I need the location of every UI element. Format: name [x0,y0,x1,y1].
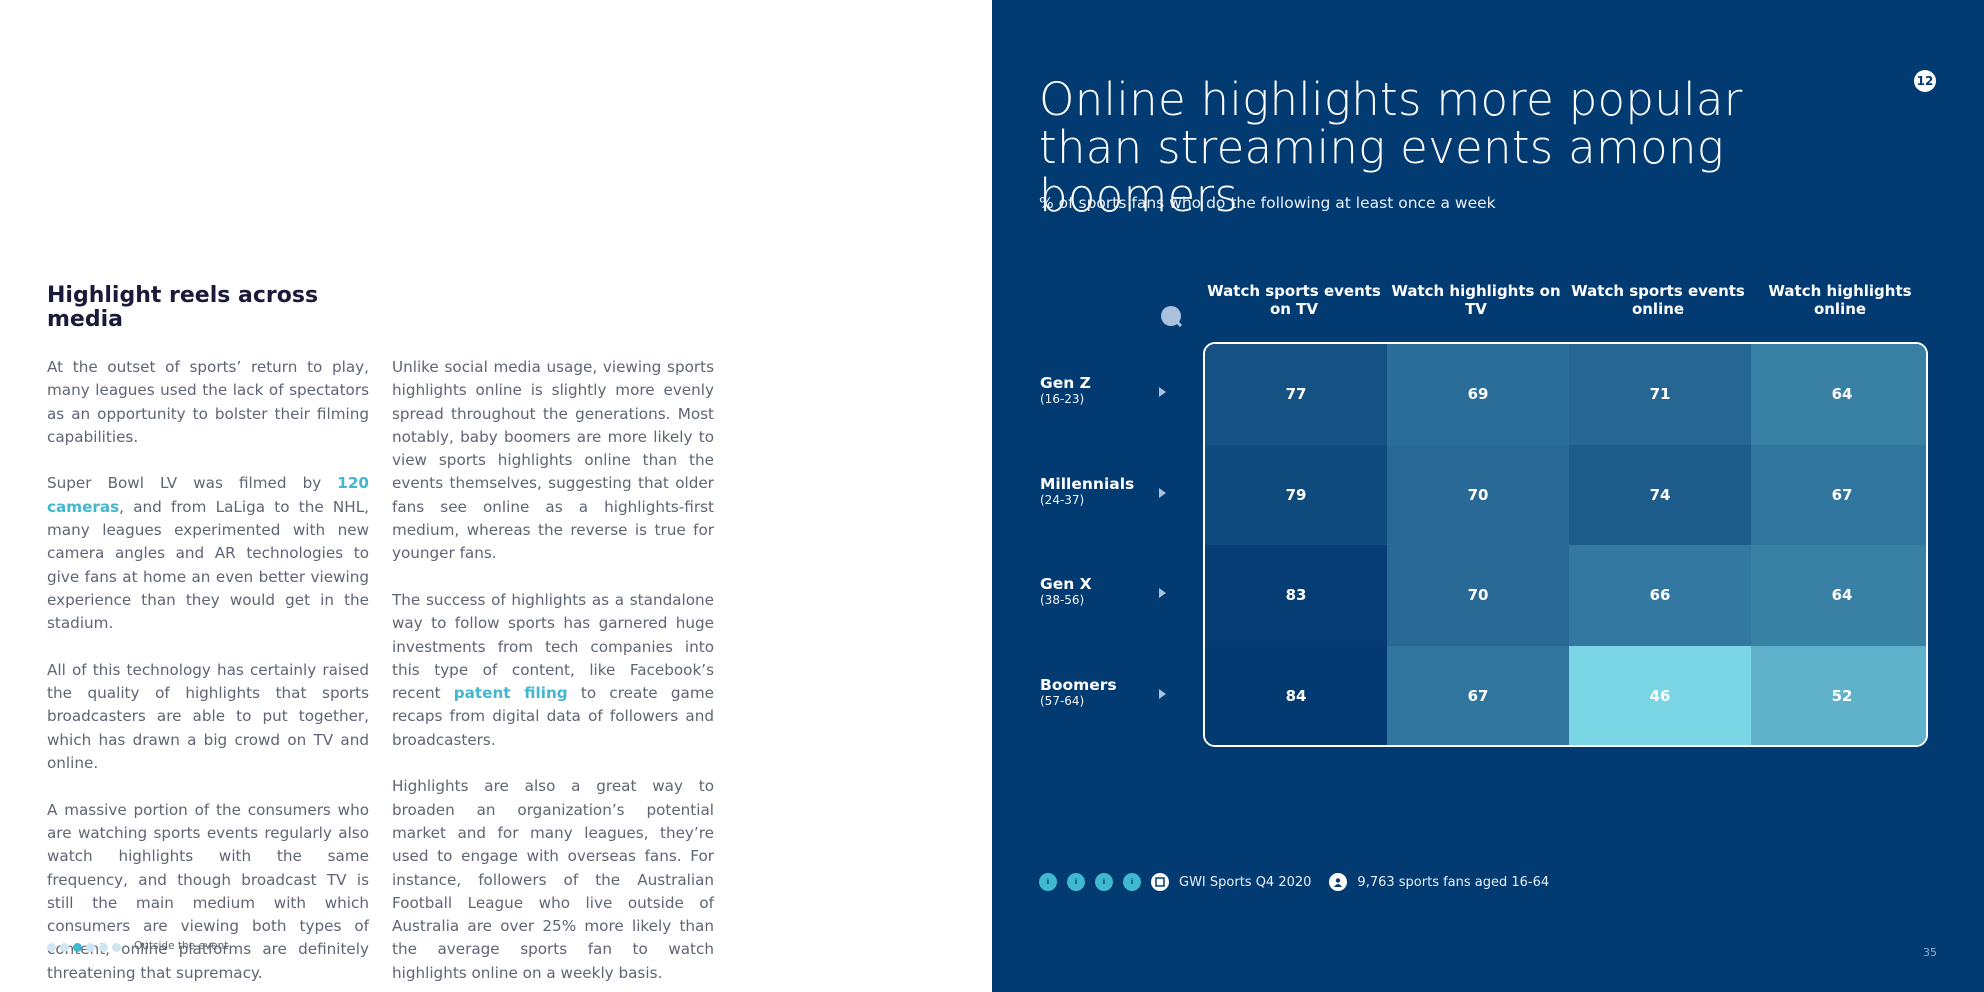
paragraph: At the outset of sports’ return to play,… [47,358,369,446]
row-label-name: Boomers [1040,675,1117,694]
column-header: Watch highlights online [1768,282,1912,318]
heatmap-cell: 64 [1751,344,1926,445]
heatmap-cell: 77 [1205,344,1387,445]
paragraph: Highlights are also a great way to broad… [392,777,714,982]
sample-text: 9,763 sports fans aged 16-64 [1357,874,1550,890]
progress-dot[interactable] [99,943,108,952]
progress-dot[interactable] [60,943,69,952]
heatmap-grid: 77 69 71 64 79 70 74 67 83 70 66 64 84 67 46 52 [1203,342,1928,747]
left-page: Highlight reels across media At the outs… [47,283,714,992]
section-label: Outside the event [134,940,229,952]
people-icon [1329,873,1348,891]
row-label: Gen X (38-56) [1040,575,1180,607]
info-badge: i [1123,873,1141,891]
heatmap-cell: 64 [1751,545,1926,646]
progress-dot[interactable] [86,943,95,952]
row-label-name: Gen Z [1040,374,1091,393]
chart-footer: i i i i GWI Sports Q4 2020 9,763 sports … [1039,873,1567,891]
chart-subtitle: % of sports fans who do the following at… [1039,194,1496,212]
page-badge: 12 [1914,70,1936,92]
play-arrow-icon [1159,487,1166,498]
row-label: Millennials (24-37) [1040,475,1180,507]
row-label-name: Millennials [1040,474,1135,493]
heatmap-cell: 83 [1205,545,1387,646]
link-120-cameras[interactable]: 120 cameras [47,474,369,516]
info-badge: i [1067,873,1085,891]
text-column-1: At the outset of sports’ return to play,… [47,356,369,992]
heatmap-cell: 74 [1569,444,1751,545]
section-title: Highlight reels across media [47,283,319,332]
column-header: Watch highlights on TV [1391,282,1561,318]
paragraph: Unlike social media usage, viewing sport… [392,358,714,563]
heatmap-cell: 70 [1387,545,1569,646]
link-patent-filing[interactable]: patent filing [453,684,568,703]
paragraph: A massive portion of the consumers who a… [47,800,369,982]
source-text: GWI Sports Q4 2020 [1179,874,1312,890]
row-label-name: Gen X [1040,575,1092,594]
heatmap-cell: 66 [1569,545,1751,646]
play-arrow-icon [1159,387,1166,398]
text-column-2: Unlike social media usage, viewing sport… [392,356,714,992]
play-arrow-icon [1159,588,1166,599]
progress-dot[interactable] [47,943,56,952]
row-label: Gen Z (16-23) [1040,374,1180,406]
right-page: Online highlights more popular than stre… [992,0,1984,992]
chart-title: Online highlights more popular than stre… [1039,73,1743,222]
row-label-range: (38-56) [1040,593,1085,608]
source-icon [1151,873,1169,891]
heatmap-cell: 46 [1569,645,1751,745]
row-label-range: (57-64) [1040,693,1085,708]
heatmap-cell: 70 [1387,444,1569,545]
row-label-range: (16-23) [1040,392,1085,407]
info-badge: i [1039,873,1057,891]
column-header: Watch sports events online [1571,282,1745,318]
heatmap-cell: 67 [1387,645,1569,745]
info-badge: i [1095,873,1113,891]
heatmap-cell: 67 [1751,444,1926,545]
paragraph: Super Bowl LV was filmed by 120 cameras,… [47,474,369,633]
row-label-range: (24-37) [1040,492,1085,507]
progress-dot[interactable] [112,943,121,952]
globe-icon [1161,306,1182,327]
play-arrow-icon [1159,688,1166,699]
page-number: 35 [1923,946,1937,959]
heatmap-cell: 71 [1569,344,1751,445]
progress-dot-active[interactable] [73,943,82,952]
section-progress-dots [47,943,121,952]
row-label: Boomers (57-64) [1040,676,1180,708]
heatmap-cell: 79 [1205,444,1387,545]
heatmap-cell: 52 [1751,645,1926,745]
paragraph: The success of highlights as a standalon… [392,590,714,749]
heatmap-cell: 69 [1387,344,1569,445]
paragraph: All of this technology has certainly rai… [47,660,369,773]
heatmap-cell: 84 [1205,645,1387,745]
column-header: Watch sports events on TV [1207,282,1381,318]
